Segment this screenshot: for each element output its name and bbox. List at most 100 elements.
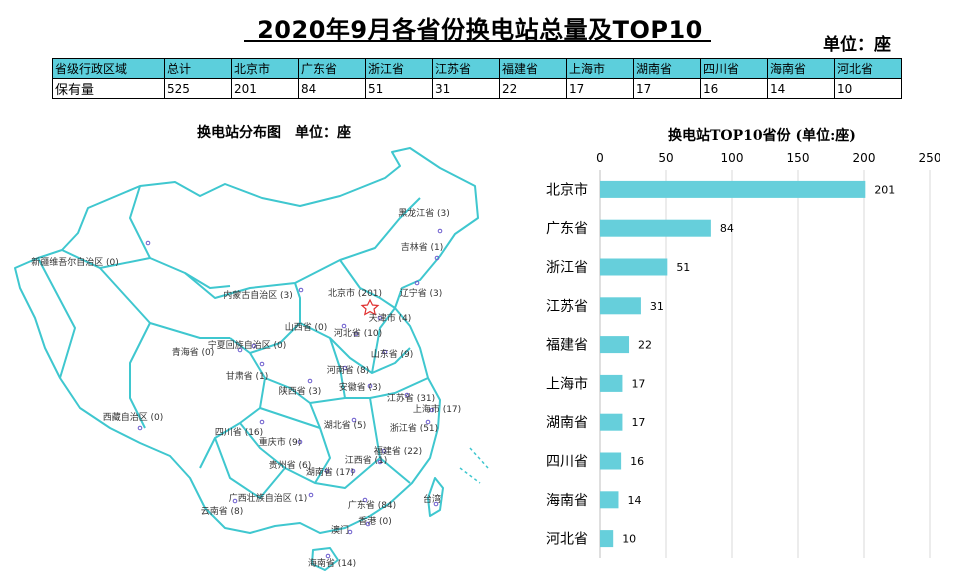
map-province-dot [232,498,238,504]
summary-cell: 31 [432,78,500,99]
chart-bar [600,491,619,509]
map-border [37,257,76,379]
chart-bar [600,374,623,392]
map-province-dot [404,392,410,398]
map-province-dot [434,255,440,261]
map-province-label: 辽宁省 (3) [400,287,443,299]
map-hainan-outline [311,547,339,571]
map-province-label: 山西省 (0) [285,321,328,333]
map-province-label: 香港 (0) [358,515,392,527]
title-underline [244,40,711,42]
chart-data-label: 84 [720,222,734,235]
map-province-label: 西藏自治区 (0) [103,411,164,423]
map-province-dot [137,425,143,431]
map-province-label: 北京市 (201) [328,287,382,299]
summary-cell: 16 [700,78,768,99]
map-border [299,322,411,374]
summary-header-cell: 江苏省 [432,58,500,79]
map-province-label: 澳门 [331,524,349,536]
map-province-dot [382,349,388,355]
map-province-dot [433,501,439,507]
map-province-dot [353,331,359,337]
chart-tick-label: 250 [919,151,940,165]
summary-header-cell: 四川省 [700,58,768,79]
map-province-label: 福建省 (22) [374,445,422,457]
chart-data-label: 22 [638,339,652,352]
map-border [214,437,286,499]
china-map: 黑龙江省 (3) 吉林省 (1) 新疆维吾尔自治区 (0) 内蒙古自治区 (3) 北京市… [14,147,489,571]
summary-cell: 保有量 [52,78,165,99]
chart-bar [600,336,630,354]
map-province-dot [362,497,368,503]
chart-bar [600,219,711,237]
map-province-label: 天津市 (4) [369,312,412,324]
map-province-label: 江西省 (1) [345,454,388,466]
chart-data-label: 201 [874,183,895,196]
map-province-dot [145,240,151,246]
map-border [264,377,331,484]
map-province-dot [437,228,443,234]
chart-data-label: 10 [622,533,636,546]
chart-data-label: 17 [631,416,645,429]
chart-bar [600,180,866,198]
chart-category-label: 上海市 [546,375,588,392]
chart-category-label: 北京市 [546,181,588,198]
summary-header-cell: 河北省 [834,58,902,79]
map-border [184,197,421,299]
summary-header-cell: 总计 [164,58,232,79]
map-province-dot [425,419,431,425]
map-province-dot [308,492,314,498]
map-province-dot [251,343,257,349]
map-province-dot [259,419,265,425]
map-province-label: 河北省 (10) [334,327,382,339]
chart-bar [600,258,668,276]
map-province-dot [367,383,373,389]
map-province-label: 江苏省 (31) [387,392,435,404]
map-province-label: 广西壮族自治区 (1) [229,492,308,504]
chart-category-label: 四川省 [546,454,588,470]
map-province-dot [325,553,331,559]
map-border [129,185,231,289]
summary-cell: 525 [164,78,232,99]
map-province-label: 上海市 (17) [413,403,461,415]
map-taiwan-outline [427,477,444,517]
summary-header-row: 省级行政区域 总计 北京市 广东省 浙江省 江苏省 福建省 上海市 湖南省 四川… [52,58,902,79]
map-province-dot [342,365,348,371]
map-province-label: 河南省 (8) [327,364,370,376]
map-province-label: 重庆市 (9) [259,436,302,448]
summary-header-cell: 浙江省 [365,58,433,79]
map-province-dot [307,378,313,384]
summary-cell: 51 [365,78,433,99]
chart-data-label: 31 [650,300,664,313]
chart-tick-label: 100 [721,151,744,165]
map-province-dot [377,459,383,465]
map-border [371,307,396,374]
map-province-dot [298,287,304,293]
chart-category-label: 湖南省 [546,415,588,431]
unit-label: 单位：座 [823,35,891,55]
chart-category-label: 江苏省 [546,299,588,315]
map-province-dot [324,468,330,474]
summary-header-cell: 海南省 [767,58,835,79]
map-border [369,397,411,484]
map-province-dot [381,448,387,454]
map-province-dot [365,521,371,527]
chart-title: 换电站TOP10省份 (单位:座) [668,128,856,144]
summary-data-row: 保有量 525 201 84 51 31 22 17 17 16 14 10 [52,78,902,99]
summary-header-cell: 省级行政区域 [52,58,165,79]
map-province-label: 广东省 (84) [348,499,396,511]
map-province-label: 浙江省 (51) [390,422,438,434]
map-province-dot [377,315,383,321]
map-province-label: 台湾 [423,493,441,505]
chart-category-label: 河北省 [546,532,588,548]
map-province-label: 云南省 (8) [201,505,244,517]
map-province-label: 陕西省 (3) [279,385,322,397]
page-title: 2020年9月各省份换电站总量及TOP10 [257,16,703,44]
map-province-label: 宁夏回族自治区 (0) [208,339,287,351]
summary-cell: 17 [633,78,701,99]
map-border [239,422,381,489]
map-province-label: 甘肃省 (1) [226,370,269,382]
map-province-label: 青海省 (0) [172,346,215,358]
summary-cell: 84 [298,78,366,99]
map-border [329,337,346,399]
